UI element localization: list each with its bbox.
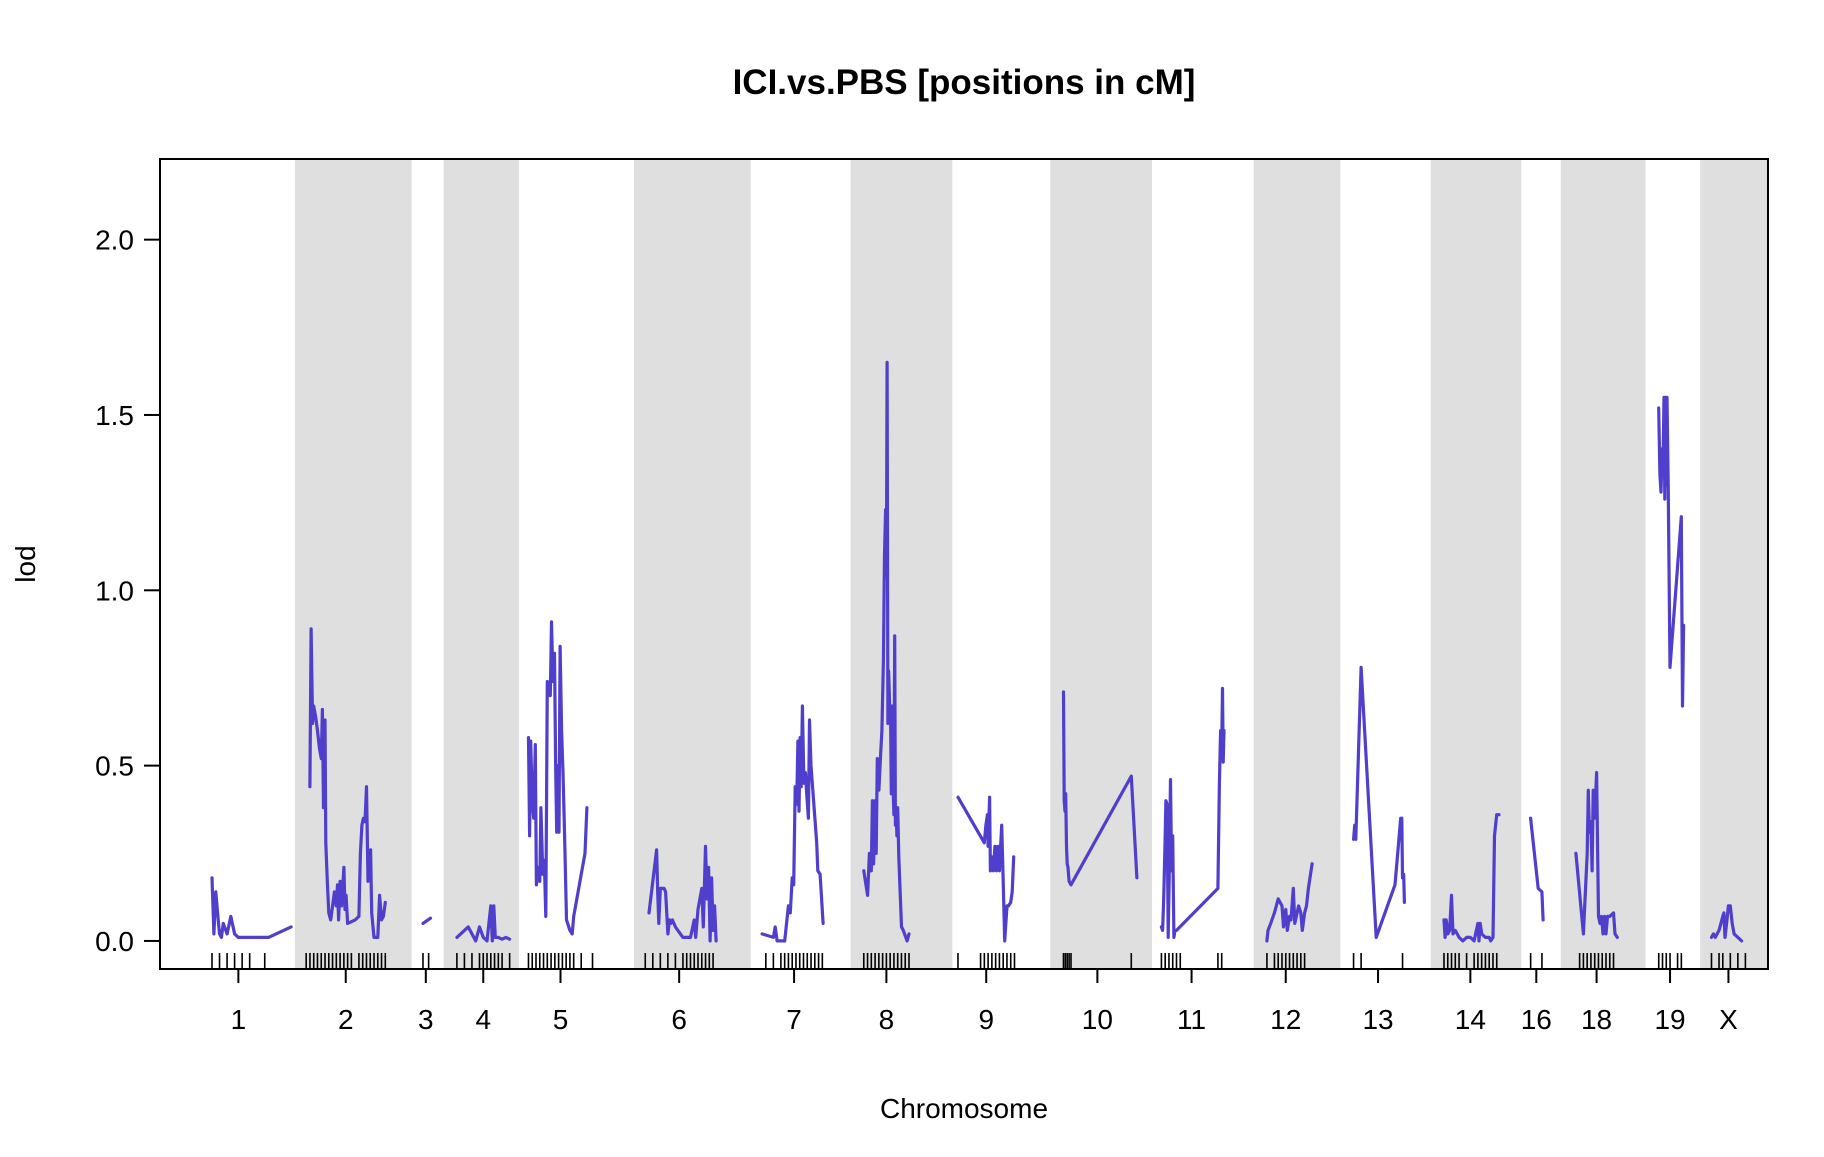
chromosome-band-8	[850, 159, 953, 969]
plot-frame	[159, 158, 1769, 970]
lod-series-chr-6	[647, 844, 718, 943]
lod-series-chr-10	[1061, 690, 1139, 887]
chromosome-band-12	[1253, 159, 1341, 969]
lod-series-chr-7	[760, 704, 825, 943]
y-axis: 0.0 0.5 1.0 1.5 2.0	[95, 225, 160, 957]
x-tick-label: 12	[1270, 1004, 1301, 1035]
y-tick-label: 2.0	[95, 225, 134, 256]
chart-title: ICI.vs.PBS [positions in cM]	[733, 63, 1196, 102]
lod-series-chr-13	[1352, 665, 1406, 939]
chromosome-band-4	[443, 159, 520, 969]
chromosome-band-18	[1560, 159, 1646, 969]
x-tick-label: 14	[1455, 1004, 1486, 1035]
x-tick-label: 1	[231, 1004, 247, 1035]
lod-series-chr-19	[1657, 395, 1686, 708]
lod-series-chr-12	[1265, 862, 1314, 943]
x-tick-label: 4	[475, 1004, 491, 1035]
x-tick-label: 5	[553, 1004, 569, 1035]
x-tick-label: 18	[1581, 1004, 1612, 1035]
y-tick-label: 1.5	[95, 400, 134, 431]
x-tick-label: 3	[418, 1004, 434, 1035]
lod-series-chr-1	[210, 876, 293, 939]
lod-series-chr-5	[526, 620, 589, 936]
y-tick-label: 0.0	[95, 926, 134, 957]
lod-series-chr-14	[1442, 813, 1501, 943]
x-tick-label: 9	[978, 1004, 994, 1035]
y-tick-label: 1.0	[95, 575, 134, 606]
x-tick-label: 8	[879, 1004, 895, 1035]
x-tick-label: 10	[1082, 1004, 1113, 1035]
chromosome-band-6	[633, 159, 751, 969]
x-tick-label: 11	[1177, 1004, 1206, 1035]
x-tick-label: X	[1719, 1004, 1738, 1035]
lod-series-chr-3	[421, 916, 433, 925]
lod-series-chr-11	[1159, 686, 1226, 939]
lod-series-chr-16	[1529, 816, 1545, 922]
x-tick-label: 2	[338, 1004, 354, 1035]
x-tick-label: 16	[1521, 1004, 1552, 1035]
x-axis: 1 2 3 4 5 6 7 8 9 10 11 12 13 14 16 18 19 X	[231, 969, 1738, 1035]
x-tick-label: 19	[1654, 1004, 1685, 1035]
x-tick-label: 7	[786, 1004, 802, 1035]
lod-series-chr-18	[1574, 771, 1619, 939]
marker-rug	[211, 953, 1747, 969]
x-axis-label: Chromosome	[880, 1093, 1048, 1124]
lod-series-chr-4	[455, 904, 512, 943]
chromosome-band-14	[1430, 159, 1522, 969]
lod-curves	[210, 360, 1744, 943]
lod-series-chr-8	[862, 360, 911, 943]
chromosome-band-x	[1700, 159, 1768, 969]
chromosome-bands	[294, 159, 1768, 969]
lod-series-chr-x	[1709, 904, 1744, 943]
lod-series-chr-2	[308, 627, 387, 939]
y-axis-label: lod	[10, 545, 41, 582]
y-tick-label: 0.5	[95, 751, 134, 782]
x-tick-label: 6	[671, 1004, 687, 1035]
chromosome-band-2	[294, 159, 412, 969]
x-tick-label: 13	[1362, 1004, 1393, 1035]
lod-series-chr-9	[956, 795, 1016, 943]
